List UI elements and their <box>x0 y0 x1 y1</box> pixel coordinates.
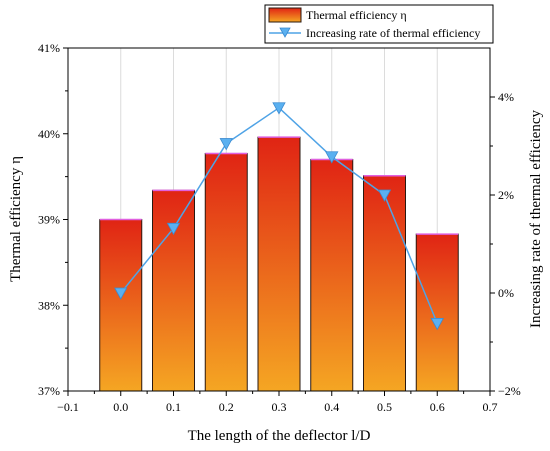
left-y-axis-label: Thermal efficiency η <box>8 156 24 282</box>
right-y-tick-label: 4% <box>498 90 514 104</box>
legend-label-thermal-efficiency: Thermal efficiency η <box>306 8 407 22</box>
x-tick-label: 0.4 <box>324 400 339 414</box>
legend-box <box>264 4 494 44</box>
bar <box>415 233 459 392</box>
x-axis-label: The length of the deflector l/D <box>188 428 371 444</box>
bar <box>204 152 248 392</box>
bar <box>363 175 406 392</box>
x-tick-label: 0.7 <box>483 400 498 414</box>
right-y-tick-label: −2% <box>498 384 521 398</box>
x-tick-label: −0.1 <box>57 400 79 414</box>
triangle-marker <box>166 222 181 236</box>
bar <box>99 219 143 392</box>
x-axis-ticks: −0.1 0.0 0.1 0.2 0.3 0.4 0.5 0.6 0.7 <box>57 391 498 414</box>
triangle-marker <box>114 287 128 300</box>
right-y-axis-ticks: −2% 0% 2% 4% <box>490 90 521 398</box>
left-y-tick-label: 40% <box>38 127 60 141</box>
right-y-tick-label: 2% <box>498 188 514 202</box>
x-tick-label: 0.5 <box>377 400 392 414</box>
x-tick-label: 0.3 <box>272 400 287 414</box>
triangle-marker <box>377 189 392 202</box>
legend-bar-swatch <box>268 7 302 23</box>
x-tick-label: 0.6 <box>430 400 445 414</box>
x-tick-label: 0.2 <box>219 400 234 414</box>
line-series <box>114 102 444 331</box>
legend: Thermal efficiency η Increasing rate of … <box>264 4 494 44</box>
bar <box>310 158 354 392</box>
x-tick-label: 0.1 <box>166 400 181 414</box>
left-y-axis-ticks: 37% 38% 39% 40% 41% <box>38 41 68 398</box>
bar <box>257 136 301 392</box>
triangle-marker <box>430 317 444 331</box>
left-y-tick-label: 37% <box>38 384 60 398</box>
triangle-marker <box>272 102 286 115</box>
legend-label-increasing-rate: Increasing rate of thermal efficiency <box>306 26 480 40</box>
right-y-axis-label: Increasing rate of thermal efficiency <box>528 110 544 328</box>
left-y-tick-label: 38% <box>38 298 60 312</box>
left-y-tick-label: 39% <box>38 213 60 227</box>
bar <box>152 189 195 392</box>
legend-triangle-marker <box>279 27 291 38</box>
right-y-tick-label: 0% <box>498 286 514 300</box>
x-tick-label: 0.0 <box>113 400 128 414</box>
triangle-marker <box>325 151 339 164</box>
left-y-tick-label: 41% <box>38 41 60 55</box>
triangle-marker <box>219 138 233 151</box>
bar-series <box>99 136 459 392</box>
